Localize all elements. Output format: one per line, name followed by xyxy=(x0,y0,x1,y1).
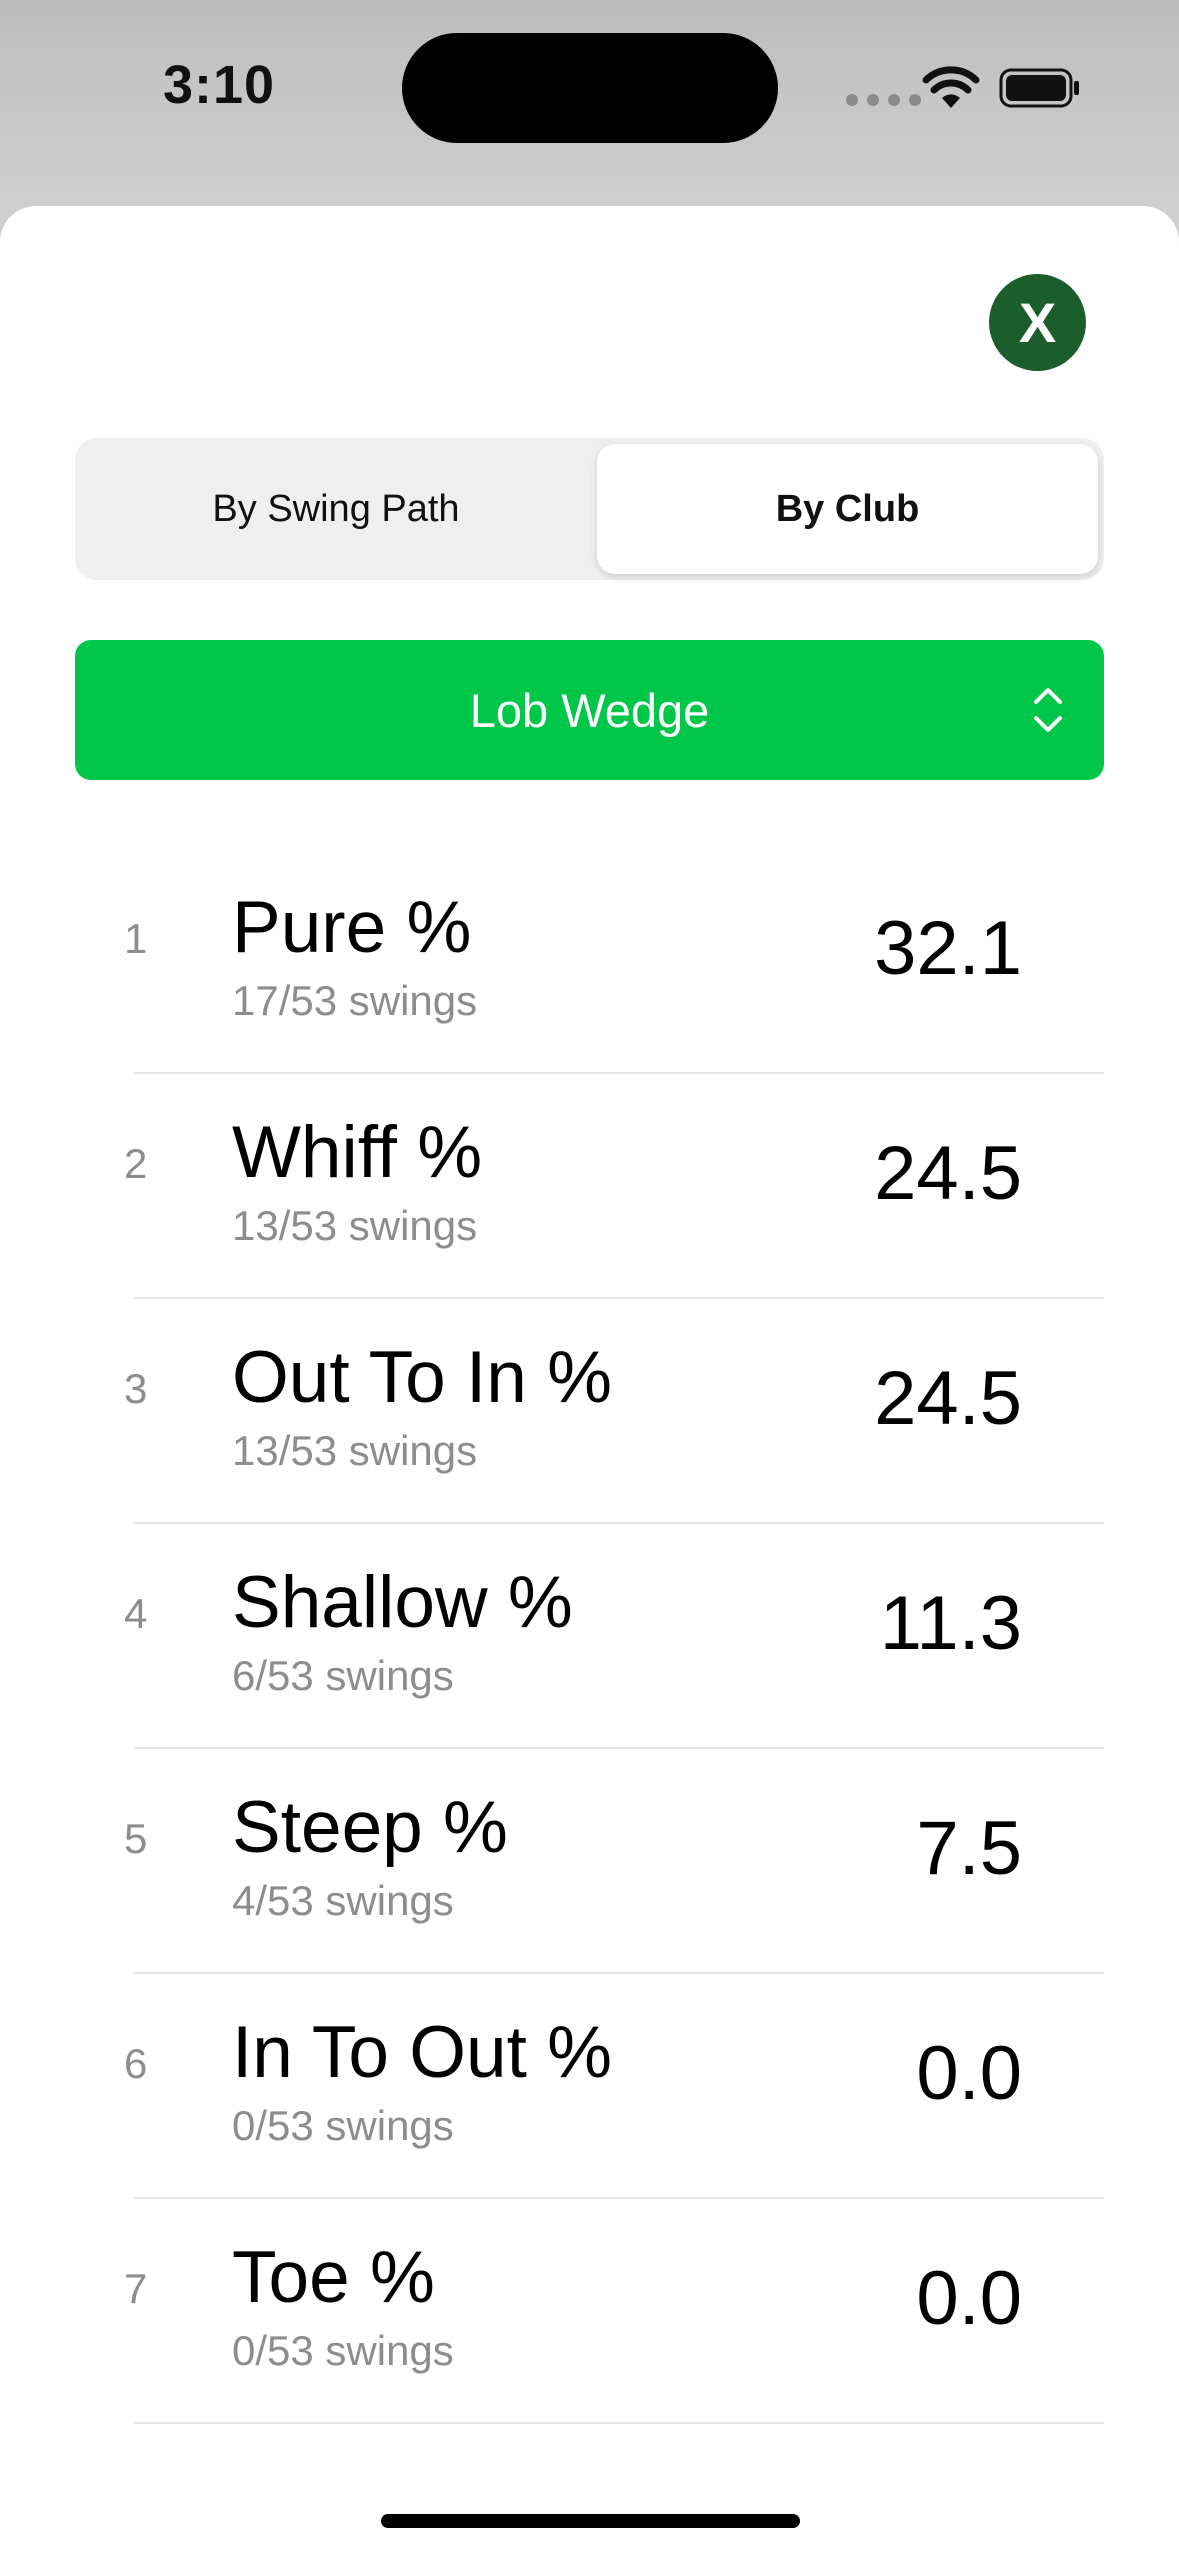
divider xyxy=(134,2422,1104,2424)
metric-rank: 5 xyxy=(124,1815,148,1862)
metric-name: Pure % xyxy=(232,887,472,968)
metric-value: 24.5 xyxy=(874,1356,1022,1441)
metric-value: 11.3 xyxy=(879,1581,1022,1666)
divider xyxy=(134,1522,1104,1524)
dynamic-island xyxy=(402,33,778,143)
club-picker[interactable]: Lob Wedge xyxy=(75,640,1104,780)
metric-name: Toe % xyxy=(232,2237,435,2318)
battery-icon xyxy=(999,68,1079,108)
metric-value: 32.1 xyxy=(874,906,1022,991)
list-item: 7 Toe % 0/53 swings 0.0 xyxy=(0,2199,1179,2424)
divider xyxy=(134,1072,1104,1074)
metric-value: 24.5 xyxy=(874,1131,1022,1216)
list-item: 6 In To Out % 0/53 swings 0.0 xyxy=(0,1974,1179,2199)
list-item: 5 Steep % 4/53 swings 7.5 xyxy=(0,1749,1179,1974)
status-time: 3:10 xyxy=(163,55,276,115)
metric-swing-count: 6/53 swings xyxy=(232,1652,454,1699)
metric-swing-count: 4/53 swings xyxy=(232,1877,454,1924)
divider xyxy=(134,1747,1104,1749)
metrics-list: 1 Pure % 17/53 swings 32.1 2 Whiff % 13/… xyxy=(0,849,1179,2424)
metric-value: 0.0 xyxy=(916,2256,1022,2341)
list-item: 3 Out To In % 13/53 swings 24.5 xyxy=(0,1299,1179,1524)
divider xyxy=(134,2197,1104,2199)
home-indicator[interactable] xyxy=(381,2514,800,2528)
metric-rank: 2 xyxy=(124,1140,148,1187)
metric-swing-count: 13/53 swings xyxy=(232,1427,478,1474)
metric-value: 7.5 xyxy=(916,1806,1022,1891)
chevron-up-down-icon xyxy=(1034,688,1062,732)
list-item: 4 Shallow % 6/53 swings 11.3 xyxy=(0,1524,1179,1749)
metric-swing-count: 13/53 swings xyxy=(232,1202,478,1249)
list-item: 1 Pure % 17/53 swings 32.1 xyxy=(0,849,1179,1074)
divider xyxy=(134,1297,1104,1299)
close-button[interactable]: X xyxy=(989,274,1086,371)
view-mode-segmented-control: By Swing Path By Club xyxy=(75,438,1104,580)
wifi-icon xyxy=(922,66,980,108)
metric-name: Steep % xyxy=(232,1787,508,1868)
list-item: 2 Whiff % 13/53 swings 24.5 xyxy=(0,1074,1179,1299)
tab-by-club[interactable]: By Club xyxy=(597,444,1098,574)
metric-swing-count: 0/53 swings xyxy=(232,2327,454,2374)
metric-rank: 3 xyxy=(124,1365,148,1412)
metric-value: 0.0 xyxy=(916,2031,1022,2116)
metric-rank: 4 xyxy=(124,1590,148,1637)
cellular-signal-icon xyxy=(846,94,921,106)
tab-by-swing-path[interactable]: By Swing Path xyxy=(212,487,460,530)
metric-name: Shallow % xyxy=(232,1562,573,1643)
metric-name: Out To In % xyxy=(232,1337,613,1418)
metric-name: In To Out % xyxy=(232,2012,613,2093)
stats-sheet: X By Swing Path By Club Lob Wedge 1 Pure… xyxy=(0,206,1179,2556)
metric-rank: 6 xyxy=(124,2040,148,2087)
metric-rank: 1 xyxy=(124,915,148,962)
club-picker-value: Lob Wedge xyxy=(469,683,710,737)
metric-name: Whiff % xyxy=(232,1112,483,1193)
divider xyxy=(134,1972,1104,1974)
metric-rank: 7 xyxy=(124,2265,148,2312)
metric-swing-count: 17/53 swings xyxy=(232,977,478,1024)
metric-swing-count: 0/53 swings xyxy=(232,2102,454,2149)
